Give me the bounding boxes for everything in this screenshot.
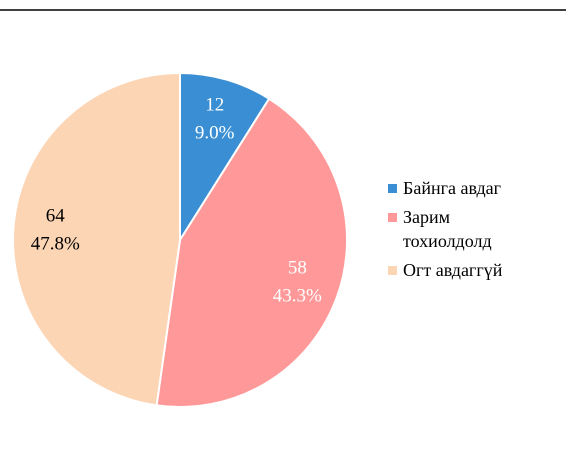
- legend-entry: Зарим тохиолдолд: [386, 205, 511, 253]
- legend-entry: Байнга авдаг: [386, 176, 511, 200]
- value-label: 58: [288, 257, 307, 278]
- legend-entry: Огт авдаггүй: [386, 258, 511, 282]
- legend-swatch: [388, 213, 397, 222]
- percent-label: 47.8%: [31, 234, 80, 255]
- legend: Байнга авдаг Зарим тохиолдолд Огт авдаггүй: [386, 176, 511, 287]
- legend-label: Байнга авдаг: [403, 178, 502, 198]
- legend-swatch: [388, 266, 397, 275]
- legend-swatch: [388, 184, 397, 193]
- value-label: 12: [205, 94, 224, 115]
- value-label: 64: [46, 206, 66, 227]
- percent-label: 9.0%: [195, 122, 235, 143]
- pie-slice: [179, 71, 271, 244]
- percent-label: 43.3%: [273, 285, 322, 306]
- legend-label: Зарим тохиолдолд: [403, 207, 492, 251]
- pie-slice: [155, 97, 348, 408]
- legend-label: Огт авдаггүй: [403, 260, 503, 280]
- pie-slice: [12, 71, 181, 407]
